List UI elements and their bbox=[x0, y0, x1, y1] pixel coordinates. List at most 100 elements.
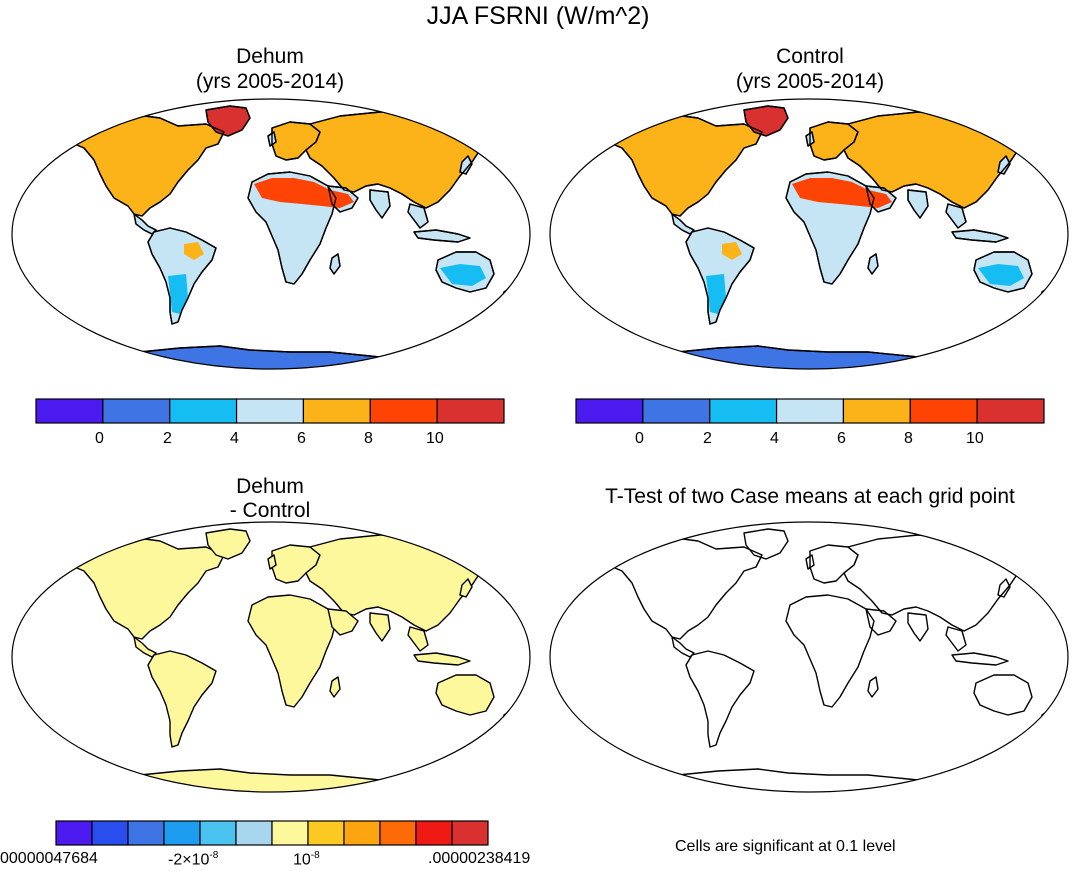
diff-colorbar-swatch bbox=[379, 820, 417, 846]
greenland-land bbox=[743, 528, 789, 560]
coastline bbox=[867, 253, 879, 275]
africa-land bbox=[247, 594, 337, 708]
diff-colorbar-swatch bbox=[235, 820, 273, 846]
dehum-colorbar-swatch bbox=[169, 398, 238, 424]
dehum-colorbar-swatch bbox=[102, 398, 171, 424]
dehum-colorbar-swatch bbox=[436, 398, 505, 424]
arabia-land bbox=[327, 608, 359, 636]
diff-cb-label-right: 10-8 bbox=[293, 850, 320, 869]
dehum-cb-label-10: 10 bbox=[426, 430, 444, 447]
cool-patch bbox=[440, 264, 486, 286]
dehum-cb-label-0: 0 bbox=[95, 430, 104, 447]
antarctica-land bbox=[643, 768, 965, 792]
dehum-cb-label-6: 6 bbox=[297, 430, 306, 447]
indonesia-land bbox=[951, 652, 1009, 666]
control-title-line2: (yrs 2005-2014) bbox=[735, 70, 885, 93]
map-border bbox=[11, 521, 531, 793]
india-land bbox=[907, 612, 929, 642]
ttest-map bbox=[549, 521, 1069, 793]
coastline bbox=[785, 171, 875, 285]
map-border bbox=[549, 98, 1069, 370]
diff-colorbar-swatch bbox=[91, 820, 129, 846]
diff-cb-label-mid: -2×10-8 bbox=[168, 850, 218, 869]
coastline bbox=[435, 251, 495, 293]
madagascar-land bbox=[329, 676, 341, 698]
greenland-land bbox=[205, 528, 251, 560]
coastline bbox=[945, 203, 967, 229]
diff-colorbar-swatch bbox=[271, 820, 309, 846]
coastline bbox=[805, 131, 815, 147]
diff-colorbar-swatch bbox=[199, 820, 237, 846]
diff-cb-label-right-base: 10 bbox=[293, 851, 311, 869]
diff-map bbox=[11, 521, 531, 793]
diff-colorbar-swatch bbox=[127, 820, 165, 846]
diff-colorbar-swatch bbox=[451, 820, 489, 846]
control-colorbar bbox=[575, 398, 1045, 424]
coastline bbox=[205, 105, 251, 137]
india-land bbox=[369, 612, 391, 642]
dehum-colorbar bbox=[35, 398, 505, 424]
control-colorbar-swatch bbox=[842, 398, 911, 424]
diff-cb-label-mid-base: -2×10 bbox=[168, 851, 210, 869]
control-colorbar-swatch bbox=[775, 398, 845, 424]
coastline bbox=[329, 253, 341, 275]
map-border bbox=[11, 98, 531, 370]
coastline bbox=[267, 131, 277, 147]
coastline bbox=[743, 105, 789, 137]
ttest-note: Cells are significant at 0.1 level bbox=[675, 838, 896, 855]
coastline bbox=[459, 155, 473, 175]
coastline bbox=[865, 185, 897, 213]
desert-band bbox=[792, 178, 892, 208]
control-cb-label-2: 2 bbox=[703, 430, 712, 447]
se-asia-land bbox=[945, 626, 967, 652]
uk-land bbox=[267, 554, 277, 570]
australia-land bbox=[973, 674, 1033, 716]
diff-title-line2: - Control bbox=[229, 499, 311, 522]
diff-colorbar-swatch bbox=[415, 820, 453, 846]
cool-patch bbox=[978, 264, 1024, 286]
diff-cb-label-mid-exp: -8 bbox=[209, 850, 219, 861]
australia-land bbox=[435, 674, 495, 716]
control-cb-label-8: 8 bbox=[904, 430, 913, 447]
coastline bbox=[407, 203, 429, 229]
coastline bbox=[327, 185, 359, 213]
dehum-title-line2: (yrs 2005-2014) bbox=[195, 70, 345, 93]
diff-cb-label-left: 00000047684 bbox=[0, 850, 98, 867]
coastline bbox=[973, 251, 1033, 293]
coastline bbox=[997, 155, 1011, 175]
diff-colorbar-swatch bbox=[55, 820, 93, 846]
dehum-colorbar-swatch bbox=[35, 398, 104, 424]
warm-patch bbox=[184, 242, 204, 260]
coastline bbox=[413, 229, 471, 243]
diff-cb-label-far-right: .00000238419 bbox=[428, 850, 531, 867]
cool-patch bbox=[168, 274, 188, 314]
dehum-cb-label-8: 8 bbox=[364, 430, 373, 447]
control-cb-label-10: 10 bbox=[966, 430, 984, 447]
diff-colorbar-swatch bbox=[343, 820, 381, 846]
coastline bbox=[643, 345, 965, 369]
control-colorbar-swatch bbox=[976, 398, 1045, 424]
coastline bbox=[105, 345, 427, 369]
south-america-land bbox=[147, 650, 217, 748]
dehum-colorbar-swatch bbox=[235, 398, 305, 424]
dehum-title-line1: Dehum bbox=[236, 45, 304, 68]
africa-land bbox=[785, 594, 875, 708]
ttest-title: T-Test of two Case means at each grid po… bbox=[605, 485, 1015, 508]
cool-patch bbox=[706, 274, 726, 314]
control-colorbar-swatch bbox=[642, 398, 711, 424]
arabia-land bbox=[865, 608, 897, 636]
control-colorbar-swatch bbox=[909, 398, 978, 424]
uk-land bbox=[805, 554, 815, 570]
dehum-map bbox=[11, 98, 531, 370]
control-cb-label-0: 0 bbox=[635, 430, 644, 447]
coastline bbox=[247, 171, 337, 285]
dehum-cb-label-2: 2 bbox=[163, 430, 172, 447]
diff-colorbar bbox=[55, 820, 489, 846]
desert-band bbox=[254, 178, 354, 208]
control-title-line1: Control bbox=[776, 45, 844, 68]
coastline bbox=[951, 229, 1009, 243]
control-colorbar-swatch bbox=[575, 398, 644, 424]
diff-cb-label-right-exp: -8 bbox=[310, 850, 320, 861]
coastline bbox=[685, 227, 755, 325]
diff-colorbar-swatch bbox=[307, 820, 345, 846]
